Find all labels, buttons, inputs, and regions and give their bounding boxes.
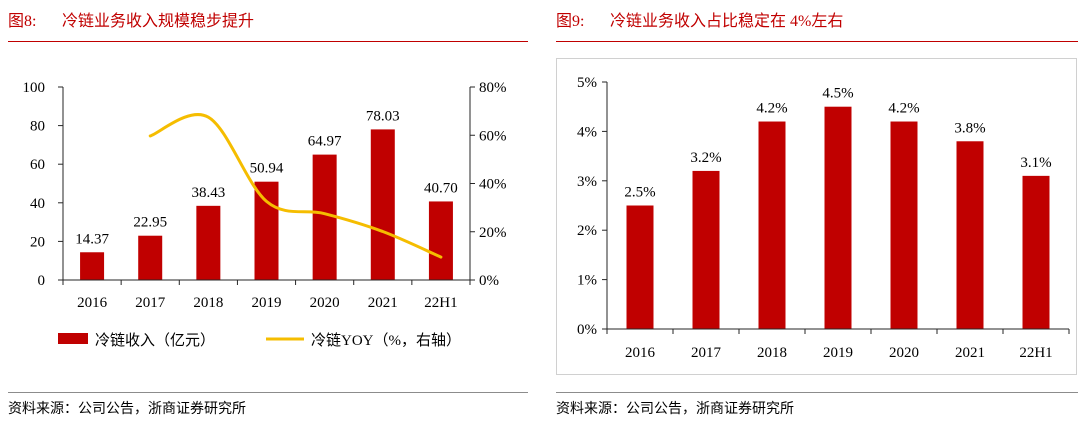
bar-data-label: 4.2% [756,101,787,117]
source-rule [556,392,1078,393]
left-y-tick-label: 60 [30,157,45,173]
x-tick-label: 2016 [625,345,656,361]
figure-title-text: 冷链业务收入规模稳步提升 [62,13,255,30]
figure-title-text: 冷链业务收入占比稳定在 4%左右 [610,13,844,30]
legend-label-yoy: 冷链YOY（%，右轴） [311,332,461,349]
right-y-tick-label: 60% [479,128,507,144]
bar-2016 [80,252,105,280]
bar-data-label: 50.94 [250,161,284,177]
left-y-tick-label: 4% [577,124,597,140]
bar-data-label: 3.1% [1020,155,1051,171]
x-tick-label: 2017 [691,345,722,361]
left-y-tick-label: 20 [30,234,45,250]
left-y-tick-label: 40 [30,196,45,212]
legend: 冷链收入（亿元） 冷链YOY（%，右轴） [58,332,461,349]
bar-2019 [254,181,279,280]
bar-22H1 [1022,175,1050,329]
title-rule [556,41,1078,42]
left-y-tick-label: 0 [38,273,46,289]
bar-data-label: 22.95 [133,215,167,231]
bar-2019 [824,106,852,329]
source-note: 资料来源：公司公告，浙商证券研究所 [8,402,246,417]
x-tick-label: 2018 [757,345,787,361]
bar-2021 [370,129,395,280]
figure-9-title: 图9: 冷链业务收入占比稳定在 4%左右 [556,11,843,33]
revenue-chart: 0 20 40 60 80 100 2016 2017 2018 2019 2020 2021 22H1… [23,80,507,349]
right-y-tick-label: 0% [479,273,499,289]
right-y-tick-label: 80% [479,80,507,96]
figure-number: 图9: [556,13,585,30]
x-tick-label: 22H1 [1019,345,1052,361]
x-tick-label: 2016 [77,295,108,311]
x-tick-label: 2020 [889,345,919,361]
bar-2016 [626,205,654,329]
x-tick-label: 2019 [252,295,282,311]
yoy-line [148,113,443,259]
x-tick-label: 2021 [368,295,398,311]
chart-frame [556,58,1077,375]
bar-data-label: 78.03 [366,108,400,124]
bar-data-label: 3.2% [690,150,721,166]
x-tick-label: 2017 [135,295,166,311]
left-y-tick-label: 5% [577,75,597,91]
bar-data-label: 14.37 [75,231,109,247]
title-rule [8,41,528,42]
bar-2018 [196,205,221,280]
bar-data-label: 40.70 [424,180,458,196]
source-note: 资料来源：公司公告，浙商证券研究所 [556,402,794,417]
left-y-tick-label: 100 [23,80,46,96]
legend-label-revenue: 冷链收入（亿元） [95,332,215,349]
x-tick-label: 22H1 [424,295,457,311]
x-tick-label: 2020 [310,295,340,311]
bar-2018 [758,121,786,330]
legend-swatch-revenue [58,333,88,344]
left-y-tick-label: 1% [577,273,597,289]
bar-data-label: 64.97 [308,134,342,150]
bar-data-label: 4.5% [822,86,853,102]
left-y-tick-label: 0% [577,322,597,338]
bar-2017 [138,235,163,280]
x-tick-label: 2021 [955,345,985,361]
source-rule [8,392,528,393]
left-y-tick-label: 3% [577,174,597,190]
x-tick-label: 2018 [193,295,223,311]
left-y-tick-label: 2% [577,223,597,239]
left-y-tick-label: 80 [30,119,45,135]
bar-data-label: 3.8% [954,120,985,136]
revenue-share-chart: 0% 1% 2% 3% 4% 5% 2016 2017 2018 2019 2020 2021 22H1… [556,58,1077,375]
figure-number: 图8: [8,13,37,30]
bar-data-label: 38.43 [191,185,225,201]
bar-2020 [890,121,918,330]
bar-2017 [692,170,720,329]
figure-8-title: 图8: 冷链业务收入规模稳步提升 [8,11,254,33]
right-y-tick-label: 20% [479,225,507,241]
x-tick-label: 2019 [823,345,853,361]
bar-2021 [956,141,984,329]
bar-22H1 [428,201,453,280]
bar-data-label: 4.2% [888,101,919,117]
right-y-tick-label: 40% [479,177,507,193]
bar-data-label: 2.5% [624,185,655,201]
